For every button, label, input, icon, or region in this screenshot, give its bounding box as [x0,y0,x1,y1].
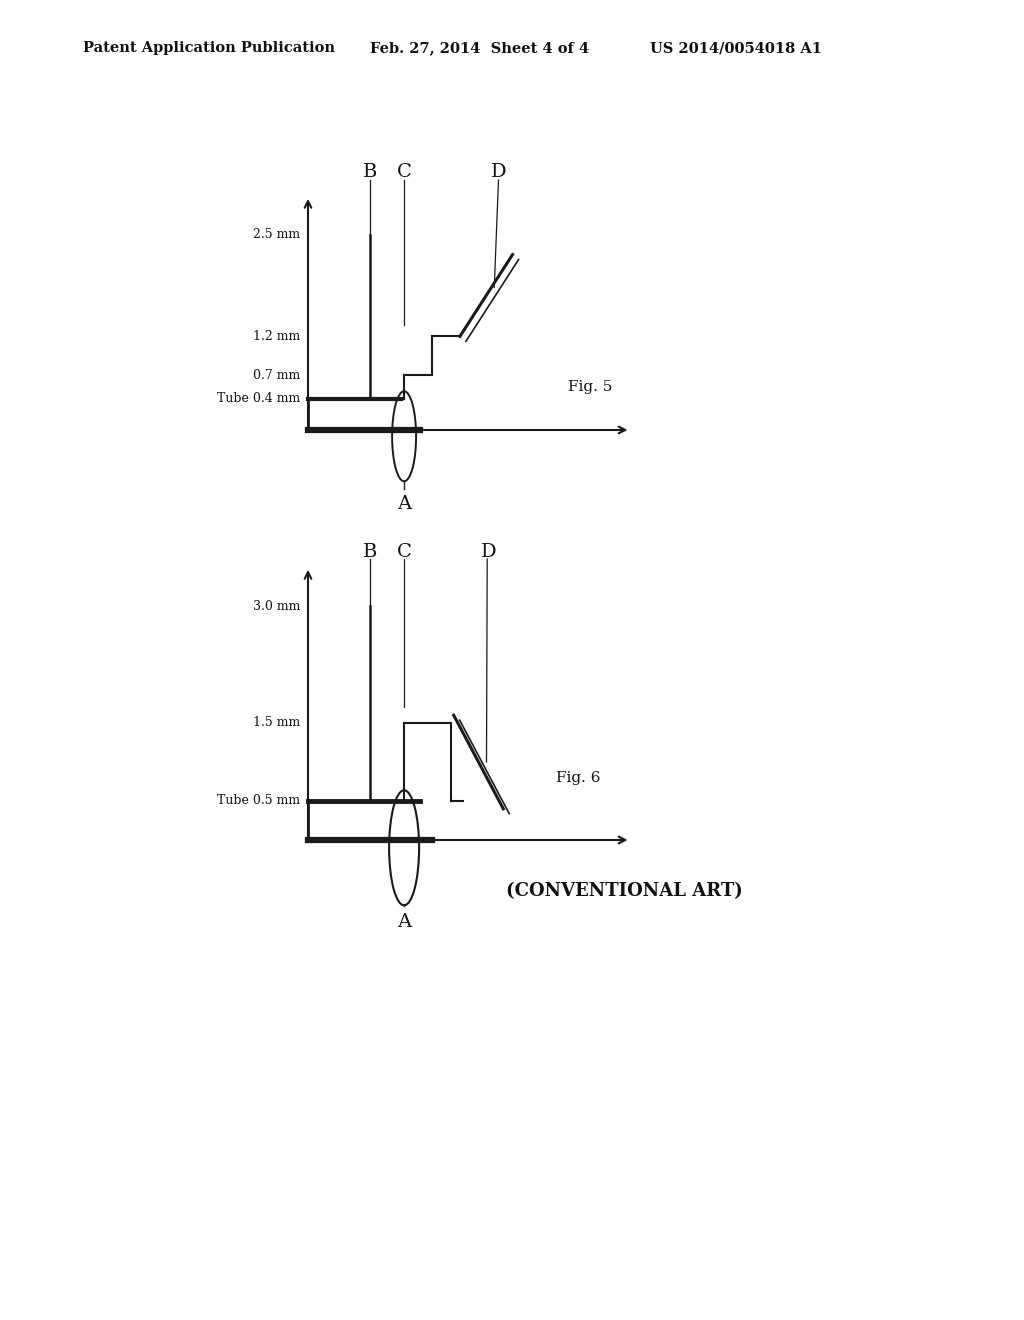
Text: Feb. 27, 2014  Sheet 4 of 4: Feb. 27, 2014 Sheet 4 of 4 [370,41,589,55]
Text: C: C [396,543,412,561]
Text: (CONVENTIONAL ART): (CONVENTIONAL ART) [507,882,743,900]
Text: Tube 0.4 mm: Tube 0.4 mm [217,392,300,405]
Text: A: A [397,913,412,931]
Text: B: B [362,164,377,181]
Text: US 2014/0054018 A1: US 2014/0054018 A1 [650,41,822,55]
Text: C: C [396,164,412,181]
Text: Fig. 5: Fig. 5 [568,380,612,395]
Text: 1.5 mm: 1.5 mm [253,717,300,730]
Text: B: B [362,543,377,561]
Text: A: A [397,495,412,513]
Text: 1.2 mm: 1.2 mm [253,330,300,343]
Text: 0.7 mm: 0.7 mm [253,368,300,381]
Text: D: D [490,164,506,181]
Text: 2.5 mm: 2.5 mm [253,228,300,242]
Text: D: D [481,543,497,561]
Text: Patent Application Publication: Patent Application Publication [83,41,335,55]
Text: Tube 0.5 mm: Tube 0.5 mm [217,795,300,808]
Text: Fig. 6: Fig. 6 [556,771,600,784]
Text: 3.0 mm: 3.0 mm [253,599,300,612]
